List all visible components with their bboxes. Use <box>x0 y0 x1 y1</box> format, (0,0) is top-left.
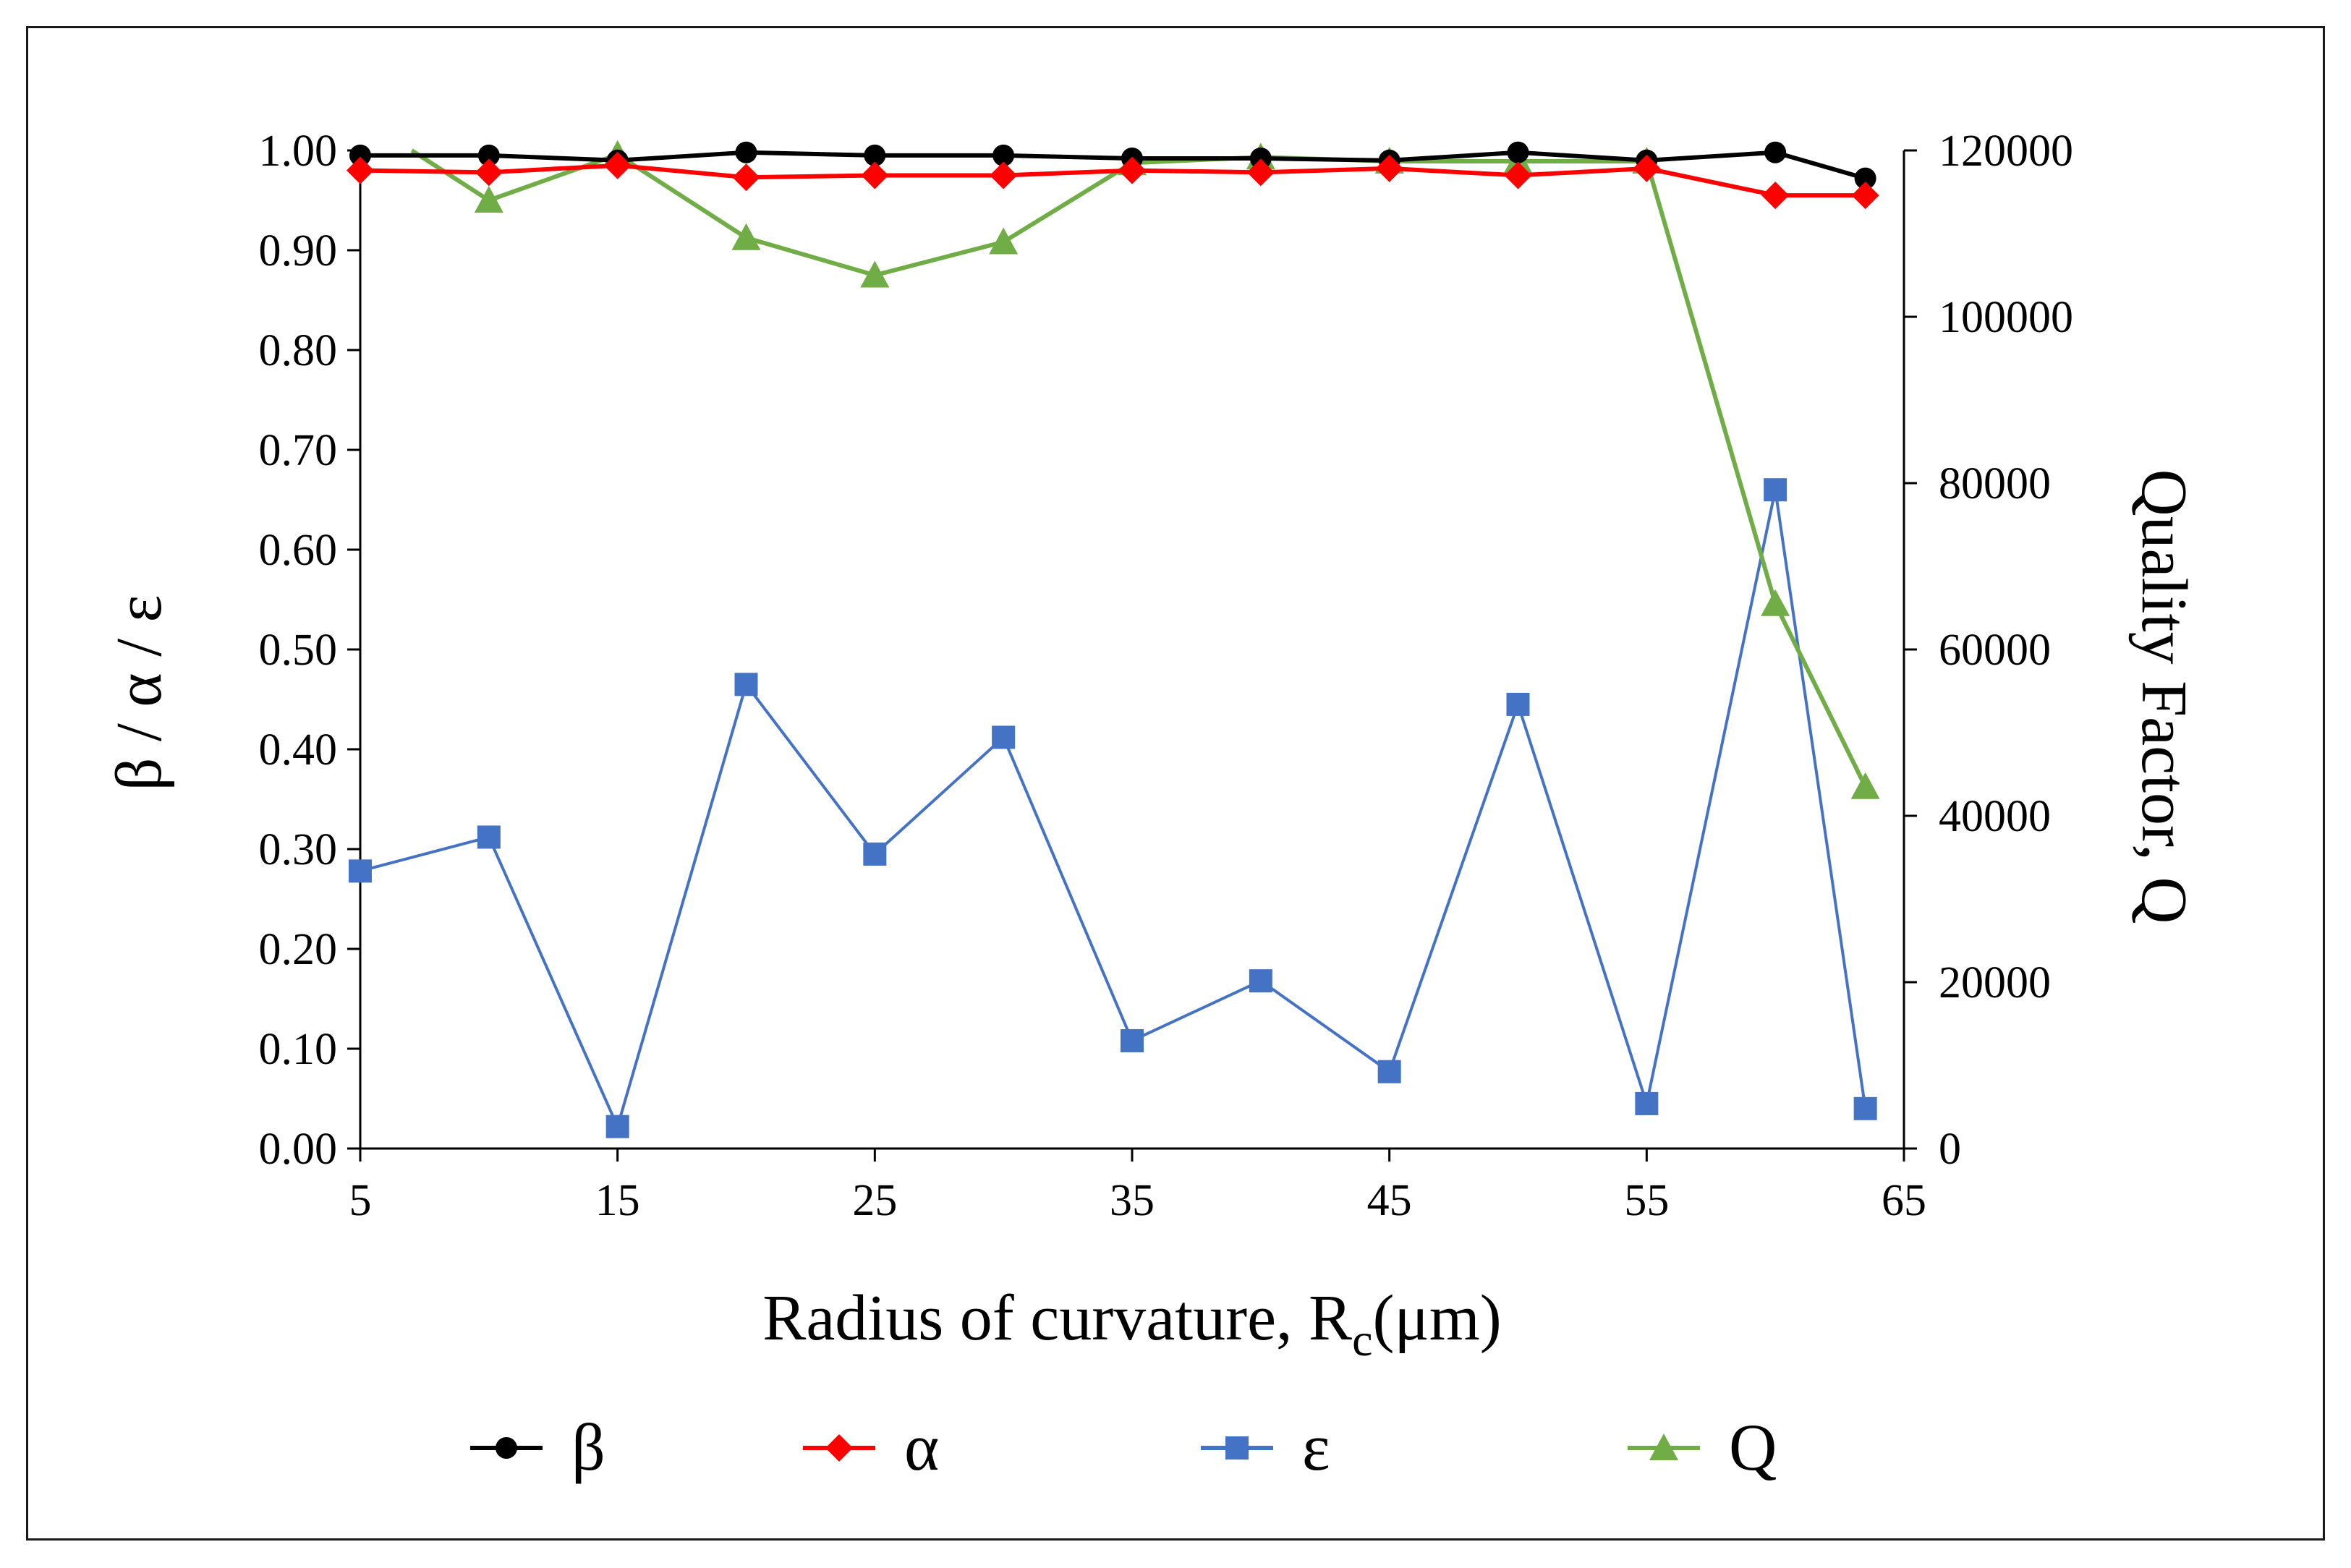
legend-marker <box>825 1434 853 1462</box>
left-axis-title: β / α / ε <box>103 595 175 791</box>
legend-item: α <box>803 1410 939 1484</box>
legend-marker <box>1225 1436 1249 1460</box>
right-tick-label: 100000 <box>1939 293 2073 342</box>
data-point <box>990 161 1018 189</box>
data-point <box>992 144 1015 166</box>
x-tick-label: 25 <box>852 1176 897 1225</box>
x-axis-title-subscript: c <box>1352 1314 1372 1365</box>
legend-marker <box>496 1437 517 1459</box>
x-tick-label: 5 <box>349 1176 372 1225</box>
data-point <box>605 1115 629 1138</box>
data-point <box>863 842 887 866</box>
x-tick-label: 55 <box>1624 1176 1669 1225</box>
data-point <box>477 825 501 849</box>
left-tick-label: 0.10 <box>259 1025 338 1074</box>
right-tick-label: 80000 <box>1939 459 2051 508</box>
labels-group: 0.00 0.10 0.20 0.30 0.40 0.50 0.60 0.70 0.80 0.90… <box>103 127 2200 1365</box>
right-tick-label: 120000 <box>1939 127 2073 176</box>
data-point <box>603 151 632 179</box>
data-point <box>349 859 372 883</box>
data-point <box>349 144 371 166</box>
data-point <box>1249 148 1272 170</box>
data-point <box>732 163 760 192</box>
series-diamond <box>347 151 1879 210</box>
data-point <box>1246 158 1275 187</box>
left-tick-label: 0.30 <box>259 825 338 874</box>
data-point <box>861 161 889 189</box>
data-point <box>1854 167 1876 189</box>
data-point <box>1853 1096 1877 1120</box>
x-tick-label: 45 <box>1367 1176 1412 1225</box>
left-tick-label: 0.60 <box>259 526 338 575</box>
chart-frame <box>26 26 2325 1541</box>
data-point <box>1850 772 1880 799</box>
legend-item: Q <box>1628 1410 1777 1484</box>
left-tick-label: 0.90 <box>259 226 338 276</box>
data-point <box>989 227 1019 255</box>
data-point <box>1249 969 1272 993</box>
data-point <box>347 156 374 184</box>
series-square <box>349 478 1877 1138</box>
data-point <box>475 158 503 187</box>
data-point <box>474 186 503 213</box>
data-point <box>1121 1028 1144 1052</box>
x-axis-title-unit: (μm) <box>1373 1282 1502 1354</box>
data-point <box>1377 1060 1401 1083</box>
series-group <box>347 140 1880 1138</box>
legend-item: β <box>470 1410 605 1484</box>
legend-marker <box>1649 1433 1678 1460</box>
data-point <box>1635 1091 1659 1115</box>
legend-item: ε <box>1201 1410 1330 1484</box>
legend-label: β <box>571 1410 605 1484</box>
right-tick-label: 0 <box>1939 1125 1961 1174</box>
data-point <box>864 144 886 166</box>
legend-label: α <box>904 1410 939 1484</box>
x-axis-title: Radius of curvature, Rc(μm) <box>762 1282 1501 1365</box>
x-tick-label: 65 <box>1882 1176 1926 1225</box>
axes-group <box>347 149 1917 1162</box>
data-point <box>1506 692 1530 716</box>
series-line <box>360 488 1867 1128</box>
data-point <box>1633 154 1661 182</box>
data-point <box>860 260 890 288</box>
x-axis-title-main: Radius of curvature, R <box>762 1282 1352 1354</box>
data-point <box>1761 182 1790 210</box>
data-point <box>1764 478 1787 502</box>
x-tick-label: 15 <box>595 1176 640 1225</box>
left-tick-label: 0.70 <box>259 426 338 475</box>
data-point <box>731 223 761 250</box>
data-point <box>1375 154 1403 182</box>
left-tick-label: 0.00 <box>259 1125 338 1174</box>
legend-label: ε <box>1302 1410 1330 1484</box>
data-point <box>735 141 757 163</box>
data-point <box>1504 161 1532 189</box>
left-tick-label: 1.00 <box>259 127 338 176</box>
left-tick-label: 0.80 <box>259 326 338 375</box>
left-tick-label: 0.50 <box>259 626 338 675</box>
right-axis-title: Quality Factor, Q <box>2128 469 2200 924</box>
data-point <box>992 725 1016 749</box>
data-point <box>1507 141 1529 163</box>
data-point <box>477 144 500 166</box>
x-tick-label: 35 <box>1110 1176 1155 1225</box>
left-tick-label: 0.20 <box>259 925 338 974</box>
legend-label: Q <box>1729 1410 1777 1484</box>
series-triangle <box>410 140 1880 799</box>
right-tick-label: 60000 <box>1939 626 2051 675</box>
series-line <box>410 148 1868 788</box>
data-point <box>734 673 758 696</box>
right-tick-label: 40000 <box>1939 792 2051 841</box>
data-point <box>1764 141 1787 163</box>
left-tick-label: 0.40 <box>259 725 338 775</box>
right-tick-label: 20000 <box>1939 958 2051 1007</box>
data-point <box>1118 156 1146 184</box>
data-point <box>1851 182 1879 210</box>
data-point <box>1761 589 1790 616</box>
